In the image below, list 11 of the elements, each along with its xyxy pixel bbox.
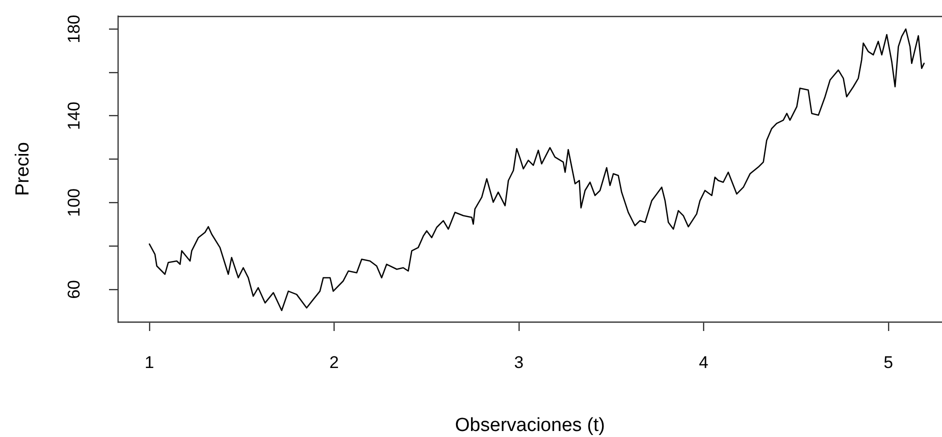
x-tick-label: 3	[514, 352, 524, 372]
y-axis-title: Precio	[12, 142, 34, 196]
x-axis-title: Observaciones (t)	[455, 414, 605, 436]
y-tick-label: 100	[64, 188, 84, 217]
x-tick-label: 4	[698, 352, 708, 372]
x-tick-label: 5	[884, 352, 894, 372]
y-tick-label: 60	[64, 280, 84, 299]
y-tick-label: 140	[64, 102, 84, 130]
y-tick-label: 180	[64, 14, 84, 44]
x-tick-label: 1	[144, 352, 154, 372]
x-tick-label: 2	[329, 352, 339, 372]
